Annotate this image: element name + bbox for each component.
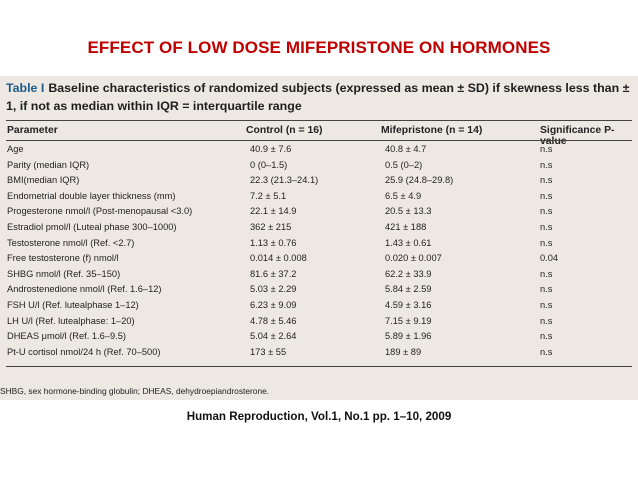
table-row: BMI(median IQR) 22.3 (21.3–24.1) 25.9 (2… — [0, 175, 638, 191]
cell-parameter: Testosterone nmol/l (Ref. <2.7) — [7, 237, 135, 248]
header-top-rule — [6, 120, 632, 121]
table-row: Parity (median IQR) 0 (0–1.5) 0.5 (0–2) … — [0, 160, 638, 176]
cell-significance: n.s — [540, 331, 553, 342]
table-bottom-rule — [6, 366, 632, 367]
slide-title: EFFECT OF LOW DOSE MIFEPRISTONE ON HORMO… — [87, 38, 551, 57]
cell-mifepristone: 421 ± 188 — [385, 222, 427, 232]
cell-significance: n.s — [540, 206, 553, 217]
table-row: FSH U/l (Ref. lutealphase 1–12) 6.23 ± 9… — [0, 300, 638, 316]
header-significance: Significance P-value — [540, 125, 615, 147]
cell-significance: n.s — [540, 315, 553, 326]
cell-mifepristone: 5.89 ± 1.96 — [385, 331, 432, 342]
cell-control: 4.78 ± 5.46 — [250, 315, 297, 326]
table-row: Free testosterone (f) nmol/l 0.014 ± 0.0… — [0, 253, 638, 269]
cell-mifepristone: 25.9 (24.8–29.8) — [385, 175, 454, 186]
table-row: DHEAS μmol/l (Ref. 1.6–9.5) 5.04 ± 2.64 … — [0, 331, 638, 347]
header-mifepristone: Mifepristone (n = 14) — [381, 125, 483, 136]
table-row: Testosterone nmol/l (Ref. <2.7) 1.13 ± 0… — [0, 238, 638, 254]
cell-control: 1.13 ± 0.76 — [250, 237, 297, 248]
cell-parameter: Endometrial double layer thickness (mm) — [7, 190, 176, 201]
header-parameter: Parameter — [7, 125, 58, 136]
cell-mifepristone: 0.5 (0–2) — [385, 159, 423, 170]
cell-control: 362 ± 215 — [250, 222, 292, 232]
cell-significance: n.s — [540, 300, 553, 310]
cell-significance: n.s — [540, 268, 553, 279]
cell-control: 5.03 ± 2.29 — [250, 284, 297, 295]
cell-parameter: Parity (median IQR) — [7, 159, 90, 170]
cell-mifepristone: 5.84 ± 2.59 — [385, 284, 432, 295]
table-panel: Table I Baseline characteristics of rando… — [0, 76, 638, 400]
table-caption: Table I Baseline characteristics of rando… — [6, 79, 632, 115]
cell-parameter: SHBG nmol/l (Ref. 35–150) — [7, 268, 121, 279]
cell-significance: n.s — [540, 346, 553, 357]
cell-significance: n.s — [540, 175, 553, 186]
cell-parameter: LH U/l (Ref. lutealphase: 1–20) — [7, 315, 135, 326]
cell-mifepristone: 0.020 ± 0.007 — [385, 253, 442, 264]
cell-mifepristone: 189 ± 89 — [385, 346, 422, 357]
cell-control: 40.9 ± 7.6 — [250, 144, 292, 154]
cell-significance: n.s — [540, 190, 553, 201]
header-control: Control (n = 16) — [246, 125, 323, 136]
cell-control: 0 (0–1.5) — [250, 159, 288, 170]
table-row: SHBG nmol/l (Ref. 35–150) 81.6 ± 37.2 62… — [0, 269, 638, 285]
cell-significance: n.s — [540, 284, 553, 295]
table-row: Age 40.9 ± 7.6 40.8 ± 4.7 n.s — [0, 144, 638, 160]
table-row: Endometrial double layer thickness (mm) … — [0, 191, 638, 207]
table-row: Pt-U cortisol nmol/24 h (Ref. 70–500) 17… — [0, 347, 638, 363]
cell-mifepristone: 4.59 ± 3.16 — [385, 300, 432, 310]
cell-significance: n.s — [540, 222, 553, 232]
table-row: LH U/l (Ref. lutealphase: 1–20) 4.78 ± 5… — [0, 316, 638, 332]
source-citation: Human Reproduction, Vol.1, No.1 pp. 1–10… — [186, 410, 452, 423]
cell-significance: 0.04 — [540, 253, 559, 264]
cell-control: 22.1 ± 14.9 — [250, 206, 297, 217]
cell-parameter: Estradiol pmol/l (Luteal phase 300–1000) — [7, 222, 177, 232]
cell-control: 7.2 ± 5.1 — [250, 190, 287, 201]
cell-parameter: Age — [7, 144, 24, 154]
cell-mifepristone: 40.8 ± 4.7 — [385, 144, 427, 154]
cell-mifepristone: 62.2 ± 33.9 — [385, 268, 432, 279]
cell-parameter: FSH U/l (Ref. lutealphase 1–12) — [7, 300, 139, 310]
cell-mifepristone: 1.43 ± 0.61 — [385, 237, 432, 248]
cell-control: 0.014 ± 0.008 — [250, 253, 307, 264]
cell-control: 173 ± 55 — [250, 346, 287, 357]
cell-mifepristone: 7.15 ± 9.19 — [385, 315, 432, 326]
cell-control: 6.23 ± 9.09 — [250, 300, 297, 310]
table-caption-text: Baseline characteristics of randomized s… — [6, 81, 630, 113]
header-bottom-rule — [6, 140, 632, 141]
cell-parameter: BMI(median IQR) — [7, 175, 80, 186]
table-row: Androstenedione nmol/l (Ref. 1.6–12) 5.0… — [0, 284, 638, 300]
table-row: Estradiol pmol/l (Luteal phase 300–1000)… — [0, 222, 638, 238]
cell-mifepristone: 20.5 ± 13.3 — [385, 206, 432, 217]
cell-parameter: Progesterone nmol/l (Post-menopausal <3.… — [7, 206, 193, 217]
cell-control: 81.6 ± 37.2 — [250, 268, 297, 279]
cell-parameter: DHEAS μmol/l (Ref. 1.6–9.5) — [7, 331, 127, 342]
table-label: Table I — [6, 81, 45, 95]
cell-control: 22.3 (21.3–24.1) — [250, 175, 319, 186]
cell-significance: n.s — [540, 237, 553, 248]
cell-parameter: Pt-U cortisol nmol/24 h (Ref. 70–500) — [7, 346, 161, 357]
cell-significance: n.s — [540, 144, 553, 154]
cell-control: 5.04 ± 2.64 — [250, 331, 297, 342]
cell-significance: n.s — [540, 159, 553, 170]
cell-parameter: Free testosterone (f) nmol/l — [7, 253, 119, 264]
table-footnote: SHBG, sex hormone-binding globulin; DHEA… — [0, 386, 270, 396]
table-row: Progesterone nmol/l (Post-menopausal <3.… — [0, 206, 638, 222]
cell-mifepristone: 6.5 ± 4.9 — [385, 190, 422, 201]
cell-parameter: Androstenedione nmol/l (Ref. 1.6–12) — [7, 284, 162, 295]
